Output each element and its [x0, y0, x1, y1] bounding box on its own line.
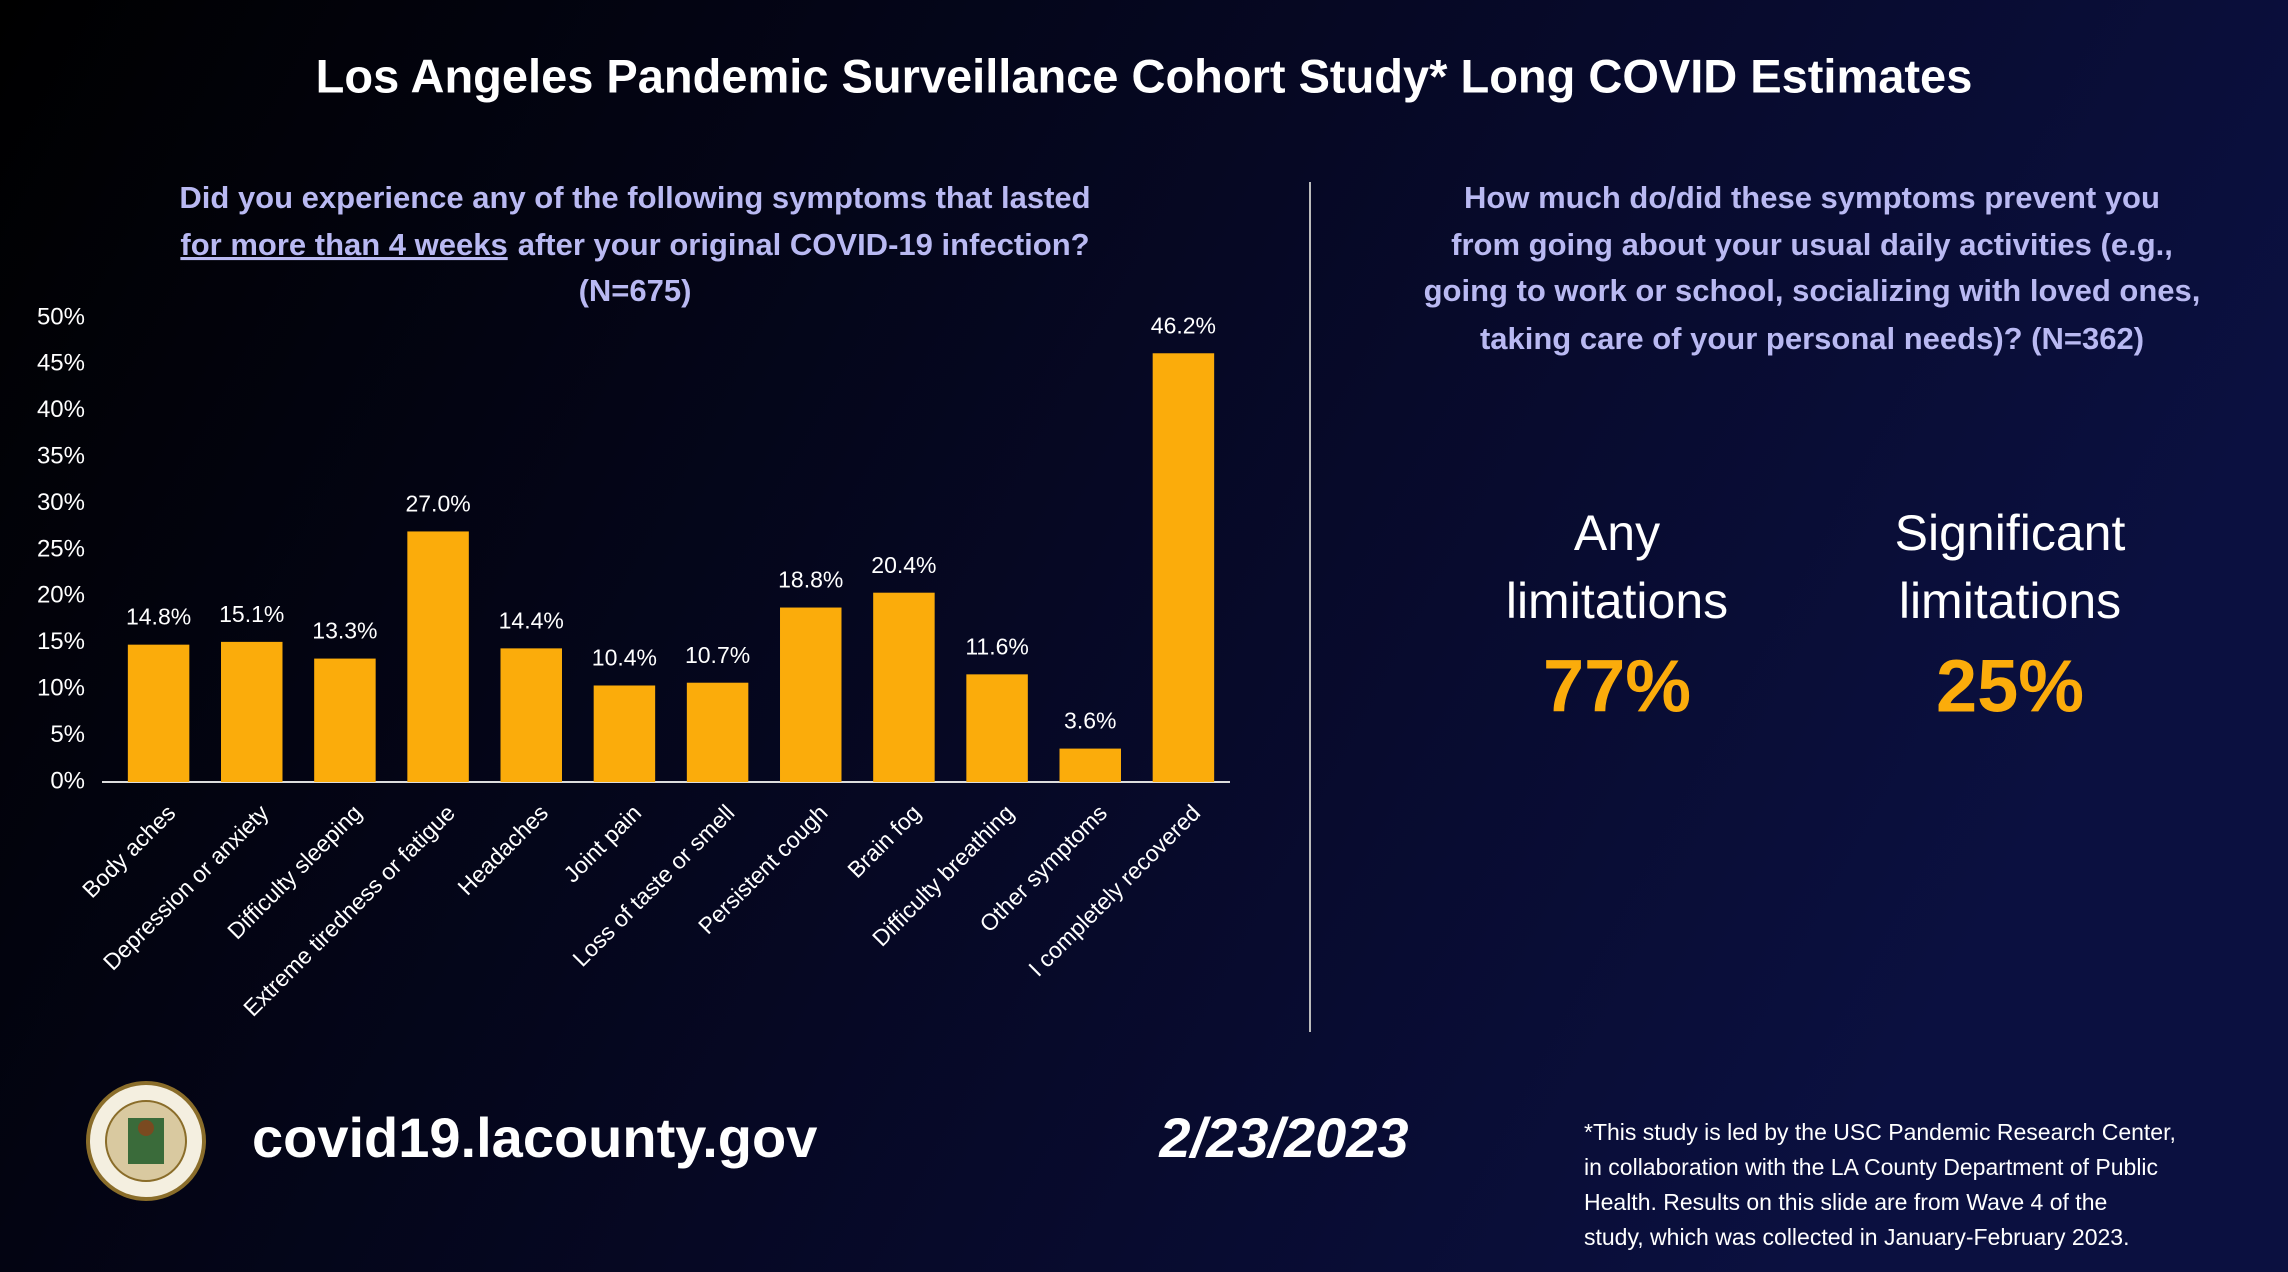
y-tick-label: 45% — [37, 350, 85, 377]
y-tick-label: 25% — [37, 535, 85, 562]
bar — [873, 592, 935, 782]
question-line: (N=675) — [579, 273, 692, 308]
question-line: from going about your usual daily activi… — [1451, 227, 2173, 262]
footnote: Health. Results on this slide are from W… — [1584, 1189, 2107, 1215]
stat-label: limitations — [1506, 573, 1728, 629]
bar — [407, 531, 469, 782]
bar — [780, 607, 842, 782]
stat-label: limitations — [1899, 573, 2121, 629]
y-tick-label: 30% — [37, 489, 85, 516]
question-line: going to work or school, socializing wit… — [1424, 273, 2201, 308]
y-tick-label: 20% — [37, 582, 85, 609]
question-line: How much do/did these symptoms prevent y… — [1464, 180, 2160, 215]
stat-label: Any — [1574, 505, 1660, 561]
bar — [593, 685, 656, 782]
y-tick-label: 50% — [37, 303, 85, 330]
y-tick-label: 15% — [37, 628, 85, 655]
footnote: in collaboration with the LA County Depa… — [1584, 1154, 2158, 1180]
website: covid19.lacounty.gov — [252, 1106, 817, 1169]
question-line: Did you experience any of the following … — [179, 180, 1090, 215]
value-label: 10.7% — [685, 642, 750, 668]
value-label: 18.8% — [778, 567, 843, 593]
value-label: 46.2% — [1151, 312, 1216, 338]
value-label: 14.4% — [499, 607, 564, 633]
y-tick-label: 10% — [37, 675, 85, 702]
value-label: 15.1% — [219, 601, 284, 627]
bar — [221, 641, 283, 782]
question-line: for more than 4 weeks after your original… — [180, 227, 1089, 262]
bar — [1059, 748, 1121, 782]
bar — [686, 682, 749, 782]
footnote: study, which was collected in January-Fe… — [1584, 1224, 2129, 1250]
y-tick-label: 35% — [37, 443, 85, 470]
footnote: *This study is led by the USC Pandemic R… — [1584, 1119, 2176, 1145]
bar — [127, 644, 190, 782]
stat-value: 77% — [1543, 645, 1691, 728]
value-label: 11.6% — [965, 633, 1029, 659]
value-label: 14.8% — [126, 604, 191, 630]
bar — [500, 648, 562, 782]
bar — [314, 658, 376, 782]
question-part: after your original COVID-19 infection? — [518, 227, 1090, 262]
value-label: 27.0% — [405, 491, 470, 517]
question-emphasis: for more than 4 weeks — [180, 227, 507, 262]
slide-title: Los Angeles Pandemic Surveillance Cohort… — [316, 49, 1973, 102]
date: 2/23/2023 — [1158, 1106, 1408, 1169]
bar — [966, 674, 1028, 782]
y-tick-label: 5% — [50, 721, 85, 748]
value-label: 10.4% — [592, 645, 657, 671]
county-seal — [86, 1081, 206, 1201]
value-label: 20.4% — [871, 552, 936, 578]
stat-label: Significant — [1895, 505, 2126, 561]
bar — [1152, 353, 1215, 782]
stat-value: 25% — [1936, 645, 2084, 728]
value-label: 13.3% — [312, 618, 377, 644]
y-tick-label: 40% — [37, 396, 85, 423]
value-label: 3.6% — [1064, 708, 1116, 734]
y-tick-label: 0% — [50, 767, 85, 794]
question-line: taking care of your personal needs)? (N=… — [1480, 321, 2144, 356]
